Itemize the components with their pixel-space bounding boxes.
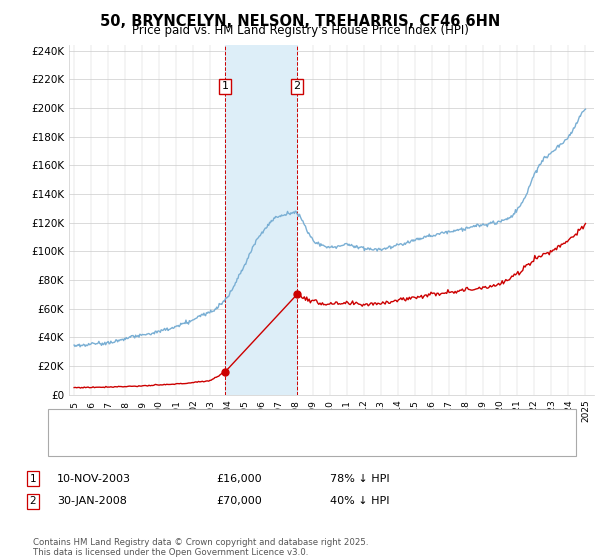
Text: Price paid vs. HM Land Registry's House Price Index (HPI): Price paid vs. HM Land Registry's House … <box>131 24 469 37</box>
Bar <box>225 45 297 395</box>
Text: 40% ↓ HPI: 40% ↓ HPI <box>330 496 389 506</box>
Text: 50, BRYNCELYN, NELSON, TREHARRIS, CF46 6HN (semi-detached house): 50, BRYNCELYN, NELSON, TREHARRIS, CF46 6… <box>81 417 457 427</box>
Text: 2: 2 <box>29 496 37 506</box>
Text: £70,000: £70,000 <box>216 496 262 506</box>
Text: HPI: Average price, semi-detached house, Caerphilly: HPI: Average price, semi-detached house,… <box>81 438 355 448</box>
Text: 10-NOV-2003: 10-NOV-2003 <box>57 474 131 484</box>
Text: £16,000: £16,000 <box>216 474 262 484</box>
Text: 2: 2 <box>293 81 301 91</box>
Text: —: — <box>60 415 74 429</box>
Text: 1: 1 <box>29 474 37 484</box>
Text: 78% ↓ HPI: 78% ↓ HPI <box>330 474 389 484</box>
Text: 1: 1 <box>221 81 229 91</box>
Text: —: — <box>60 436 74 450</box>
Text: 50, BRYNCELYN, NELSON, TREHARRIS, CF46 6HN: 50, BRYNCELYN, NELSON, TREHARRIS, CF46 6… <box>100 14 500 29</box>
Text: Contains HM Land Registry data © Crown copyright and database right 2025.
This d: Contains HM Land Registry data © Crown c… <box>33 538 368 557</box>
Text: 30-JAN-2008: 30-JAN-2008 <box>57 496 127 506</box>
